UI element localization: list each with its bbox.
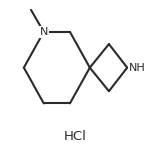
Text: NH: NH	[129, 63, 145, 73]
Text: N: N	[40, 27, 48, 37]
Text: HCl: HCl	[63, 130, 86, 143]
